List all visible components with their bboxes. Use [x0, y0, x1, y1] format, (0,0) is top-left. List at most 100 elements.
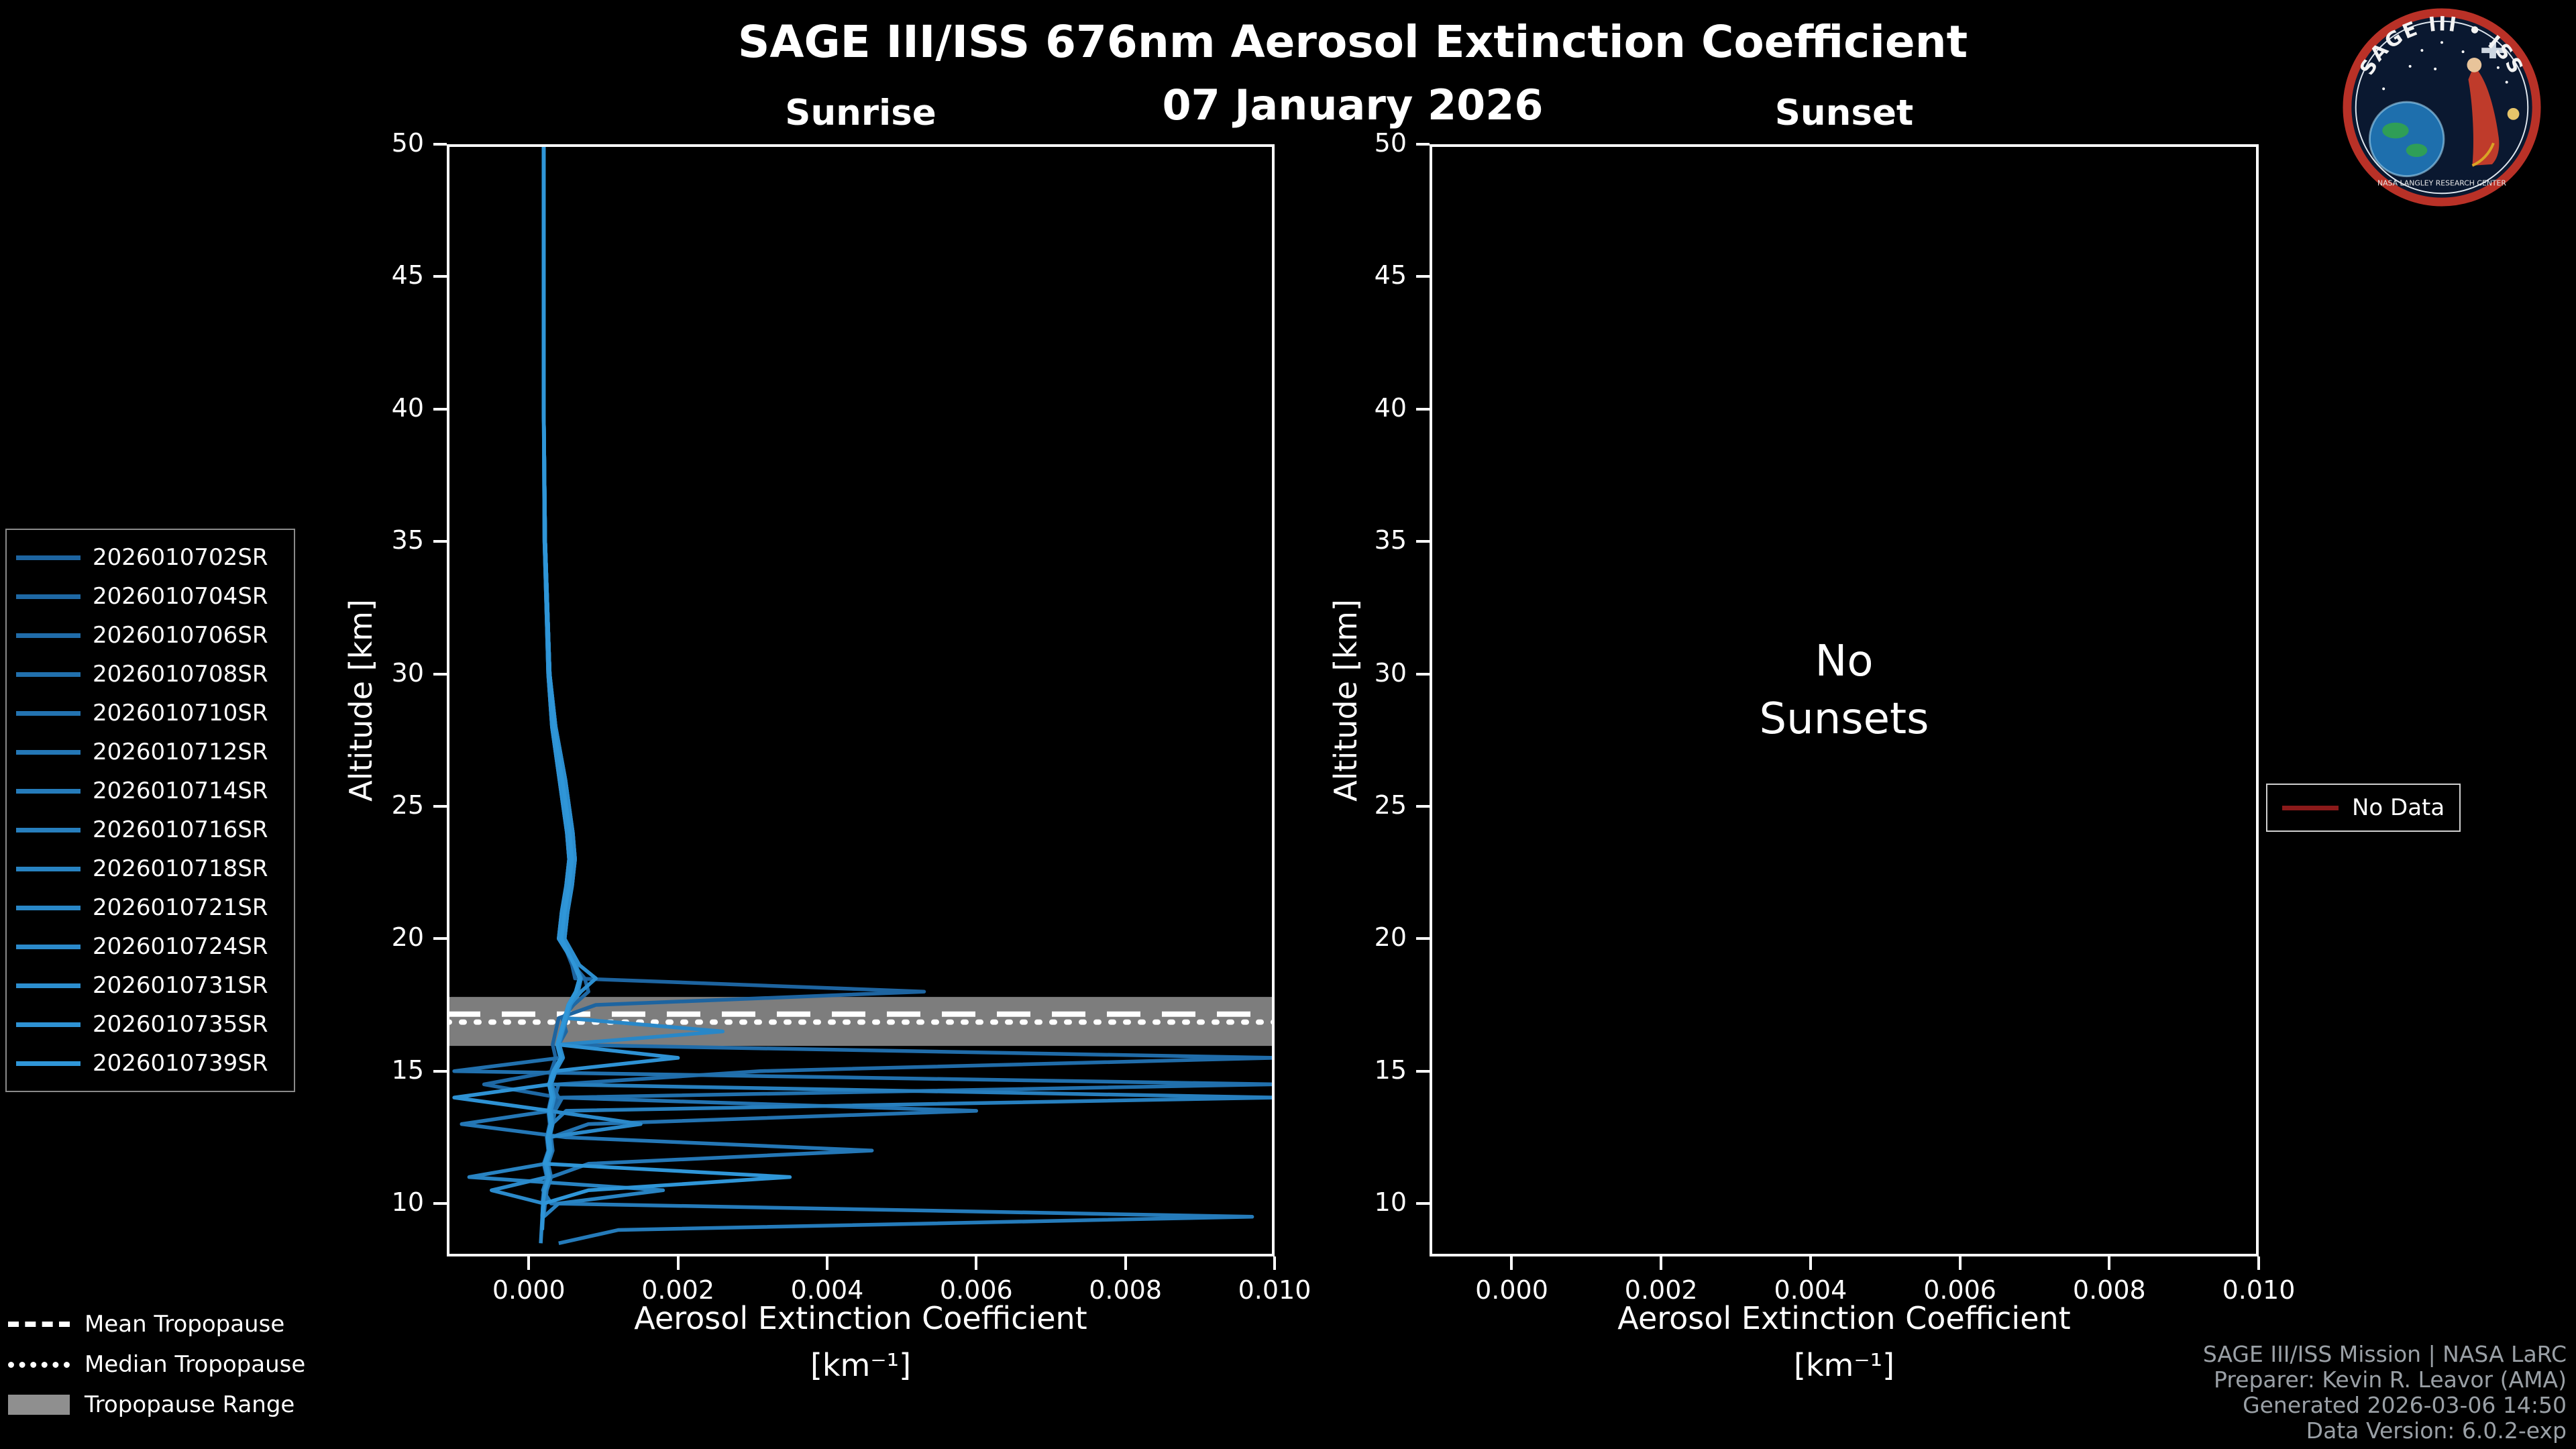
legend-item: 2026010712SR [16, 733, 284, 771]
x-tick [676, 1256, 680, 1270]
x-tick-label: 0.002 [641, 1275, 715, 1305]
profile-2026010710SR [541, 144, 979, 1218]
y-tick [1416, 143, 1430, 146]
legend-event-id: 2026010739SR [93, 1050, 268, 1077]
y-tick-label: 15 [391, 1055, 424, 1085]
y-tick [433, 275, 447, 278]
legend-item: 2026010721SR [16, 888, 284, 927]
x-tick-label: 0.004 [1774, 1275, 1847, 1305]
legend-item: 2026010702SR [16, 538, 284, 577]
y-tick [1416, 407, 1430, 411]
x-tick [2257, 1256, 2260, 1270]
sunset-panel-title: Sunset [1774, 93, 1914, 133]
logo-satellite [2481, 42, 2504, 58]
legend-item: 2026010735SR [16, 1005, 284, 1044]
x-tick-label: 0.000 [1475, 1275, 1548, 1305]
footer-mission-line: SAGE III/ISS Mission | NASA LaRC [2202, 1341, 2567, 1367]
x-tick [2108, 1256, 2111, 1270]
legend-item: 2026010714SR [16, 771, 284, 810]
y-tick [1416, 804, 1430, 808]
legend-event-id: 2026010710SR [93, 700, 268, 727]
logo-stars [2382, 41, 2508, 91]
median-tropopause-line-sample [8, 1361, 70, 1368]
x-tick-label: 0.006 [939, 1275, 1013, 1305]
legend-item: 2026010708SR [16, 655, 284, 694]
y-tick-label: 20 [1374, 922, 1407, 953]
x-tick-label: 0.004 [790, 1275, 864, 1305]
logo-earth-land [2406, 144, 2428, 157]
y-tick [433, 804, 447, 808]
y-tick-label: 30 [1374, 657, 1407, 688]
y-tick-label: 40 [1374, 392, 1407, 423]
legend-item: 2026010716SR [16, 810, 284, 849]
legend-line-sample [16, 594, 80, 599]
profile-2026010718SR [467, 144, 665, 1218]
y-tick-label: 15 [1374, 1055, 1407, 1085]
legend-line-sample [16, 866, 80, 871]
legend-event-id: 2026010712SR [93, 739, 268, 765]
sunrise-x-axis-units: [km⁻¹] [810, 1347, 912, 1383]
legend-event-id: 2026010716SR [93, 816, 268, 843]
legend-line-sample [16, 1061, 80, 1066]
legend-line-sample [16, 672, 80, 677]
legend-line-sample [16, 1022, 80, 1027]
y-tick-label: 35 [391, 525, 424, 555]
x-tick-label: 0.000 [492, 1275, 566, 1305]
legend-item: 2026010706SR [16, 616, 284, 655]
legend-line-sample [16, 827, 80, 833]
mean-tropopause-label: Mean Tropopause [85, 1311, 285, 1338]
plot-border [447, 144, 1275, 1256]
legend-event-id: 2026010735SR [93, 1011, 268, 1038]
legend-item: 2026010718SR [16, 849, 284, 888]
logo-bottom-text: NASA LANGLEY RESEARCH CENTER [2377, 178, 2506, 187]
tropopause-range-label: Tropopause Range [85, 1391, 295, 1418]
sunrise-panel-title: Sunrise [785, 93, 936, 133]
sunrise-x-axis-label: Aerosol Extinction Coefficient [634, 1300, 1087, 1336]
x-tick [1660, 1256, 1663, 1270]
logo-gold-trim [2471, 142, 2495, 167]
tropopause-range-sample [8, 1395, 70, 1415]
logo-figure-head [2467, 58, 2482, 72]
tropopause-legend: Mean Tropopause Median Tropopause Tropop… [8, 1304, 305, 1425]
legend-line-sample [16, 788, 80, 794]
y-tick-label: 45 [1374, 260, 1407, 290]
x-tick-label: 0.008 [1089, 1275, 1163, 1305]
legend-event-id: 2026010731SR [93, 972, 268, 999]
logo-inner-ring [2355, 20, 2529, 195]
y-tick-label: 45 [391, 260, 424, 290]
x-tick [1510, 1256, 1513, 1270]
y-tick [433, 407, 447, 411]
y-tick [1416, 937, 1430, 941]
legend-item: 2026010710SR [16, 694, 284, 733]
legend-event-id: 2026010706SR [93, 622, 268, 649]
figure-date: 07 January 2026 [1162, 80, 1544, 129]
x-tick-label: 0.006 [1923, 1275, 1996, 1305]
logo-earth [2369, 102, 2444, 176]
y-tick [433, 1202, 447, 1205]
legend-line-sample [16, 749, 80, 755]
y-tick [1416, 540, 1430, 543]
x-tick [1273, 1256, 1276, 1270]
y-tick [1416, 1202, 1430, 1205]
x-tick [527, 1256, 531, 1270]
no-data-label: No Data [2352, 794, 2445, 821]
footer-version-line: Data Version: 6.0.2-exp [2306, 1417, 2567, 1444]
logo-earth-land [2382, 122, 2409, 139]
sunrise-plot-area [447, 144, 1275, 1256]
y-tick-label: 25 [1374, 790, 1407, 820]
legend-line-sample [16, 555, 80, 560]
profile-2026010735SR [452, 144, 680, 1217]
legend-item: 2026010731SR [16, 966, 284, 1005]
legend-line-sample [16, 983, 80, 988]
plot-border [1430, 144, 2259, 1256]
sunset-x-axis-label: Aerosol Extinction Coefficient [1617, 1300, 2071, 1336]
legend-item: 2026010724SR [16, 927, 284, 966]
logo-earth-atmosphere [2368, 101, 2445, 178]
mean-tropopause-legend-item: Mean Tropopause [8, 1304, 305, 1344]
legend-line-sample [16, 633, 80, 638]
y-tick-label: 20 [391, 922, 424, 953]
mean-tropopause-line-sample [8, 1322, 70, 1327]
x-tick [1809, 1256, 1812, 1270]
legend-line-sample [16, 905, 80, 910]
